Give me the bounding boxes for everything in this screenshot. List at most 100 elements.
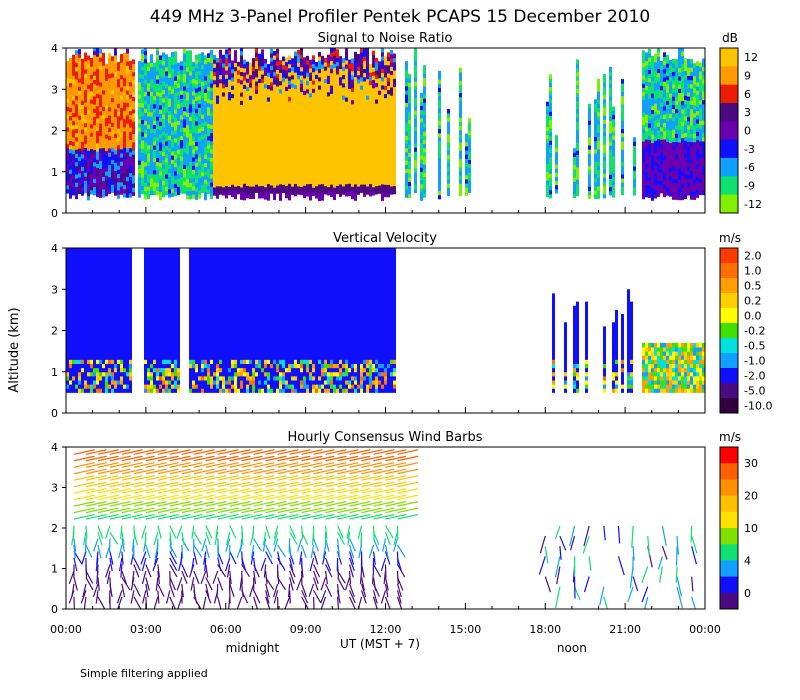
- snr-cell: [69, 95, 72, 100]
- snr-cell: [306, 55, 309, 61]
- snr-cell: [264, 96, 267, 101]
- snr-cell: [186, 112, 189, 117]
- snr-cell: [96, 118, 99, 123]
- snr-cell: [201, 134, 204, 140]
- snr-cell: [324, 165, 327, 170]
- panel-title: Signal to Noise Ratio: [318, 31, 453, 46]
- snr-cell: [285, 115, 288, 120]
- snr-cell: [117, 173, 120, 179]
- snr-cell: [594, 161, 597, 166]
- snr-cell: [162, 56, 165, 62]
- snr-cell: [210, 140, 213, 146]
- snr-cell: [696, 189, 699, 194]
- snr-cell: [315, 127, 318, 133]
- snr-cell: [210, 177, 213, 183]
- snr-cell: [198, 82, 201, 88]
- snr-cell: [684, 91, 687, 96]
- snr-cell: [264, 129, 267, 134]
- snr-cell: [219, 115, 222, 121]
- snr-cell: [654, 115, 657, 121]
- snr-cell: [297, 140, 300, 146]
- snr-cell: [156, 173, 159, 179]
- snr-cell: [459, 100, 462, 106]
- snr-cell: [93, 54, 96, 60]
- snr-cell: [687, 63, 690, 68]
- snr-cell: [81, 158, 84, 163]
- snr-cell: [150, 161, 153, 167]
- snr-cell: [678, 92, 681, 98]
- snr-cell: [672, 67, 675, 72]
- snr-cell: [192, 123, 195, 129]
- snr-cell: [192, 62, 195, 67]
- snr-cell: [291, 91, 294, 96]
- snr-cell: [654, 61, 657, 67]
- snr-cell: [267, 162, 270, 168]
- snr-cell: [285, 94, 288, 100]
- snr-cell: [228, 66, 231, 72]
- snr-cell: [207, 78, 210, 83]
- snr-cell: [114, 59, 117, 64]
- snr-cell: [609, 166, 612, 171]
- snr-cell: [90, 136, 93, 141]
- snr-cell: [681, 108, 684, 114]
- snr-cell: [321, 158, 324, 164]
- snr-cell: [90, 86, 93, 92]
- snr-cell: [99, 160, 102, 165]
- snr-cell: [129, 77, 132, 83]
- snr-cell: [282, 93, 285, 99]
- snr-cell: [291, 153, 294, 158]
- snr-cell: [681, 125, 684, 131]
- snr-cell: [285, 148, 288, 153]
- snr-cell: [189, 194, 192, 200]
- snr-cell: [663, 122, 666, 128]
- snr-cell: [225, 131, 228, 137]
- snr-cell: [369, 117, 372, 123]
- snr-cell: [357, 120, 360, 125]
- snr-cell: [603, 119, 606, 125]
- snr-cell: [177, 178, 180, 183]
- snr-cell: [216, 95, 219, 100]
- snr-cell: [468, 147, 471, 152]
- snr-cell: [384, 89, 387, 95]
- snr-cell: [672, 182, 675, 188]
- snr-cell: [345, 97, 348, 102]
- snr-cell: [231, 97, 234, 103]
- snr-cell: [72, 58, 75, 64]
- snr-cell: [687, 71, 690, 76]
- snr-cell: [285, 90, 288, 96]
- snr-cell: [189, 153, 192, 159]
- snr-cell: [390, 95, 393, 100]
- snr-cell: [360, 151, 363, 156]
- snr-cell: [375, 82, 378, 88]
- snr-cell: [414, 105, 417, 111]
- snr-cell: [72, 104, 75, 109]
- snr-cell: [105, 166, 108, 172]
- snr-cell: [120, 173, 123, 179]
- snr-cell: [300, 116, 303, 121]
- snr-cell: [678, 154, 681, 159]
- snr-cell: [195, 71, 198, 77]
- snr-cell: [231, 85, 234, 90]
- snr-cell: [222, 83, 225, 89]
- snr-cell: [156, 50, 159, 55]
- snr-cell: [180, 77, 183, 83]
- snr-cell: [408, 193, 411, 199]
- snr-cell: [171, 155, 174, 160]
- snr-cell: [255, 126, 258, 132]
- snr-cell: [681, 117, 684, 122]
- snr-cell: [414, 180, 417, 185]
- snr-cell: [393, 107, 396, 112]
- snr-cell: [369, 142, 372, 147]
- snr-cell: [348, 179, 351, 184]
- snr-cell: [447, 125, 450, 131]
- snr-cell: [288, 63, 291, 69]
- snr-cell: [225, 94, 228, 100]
- snr-cell: [312, 113, 315, 118]
- snr-cell: [111, 134, 114, 140]
- snr-cell: [294, 84, 297, 90]
- snr-cell: [381, 192, 384, 197]
- snr-cell: [321, 167, 324, 172]
- snr-cell: [288, 80, 291, 85]
- snr-cell: [69, 78, 72, 84]
- snr-cell: [390, 91, 393, 96]
